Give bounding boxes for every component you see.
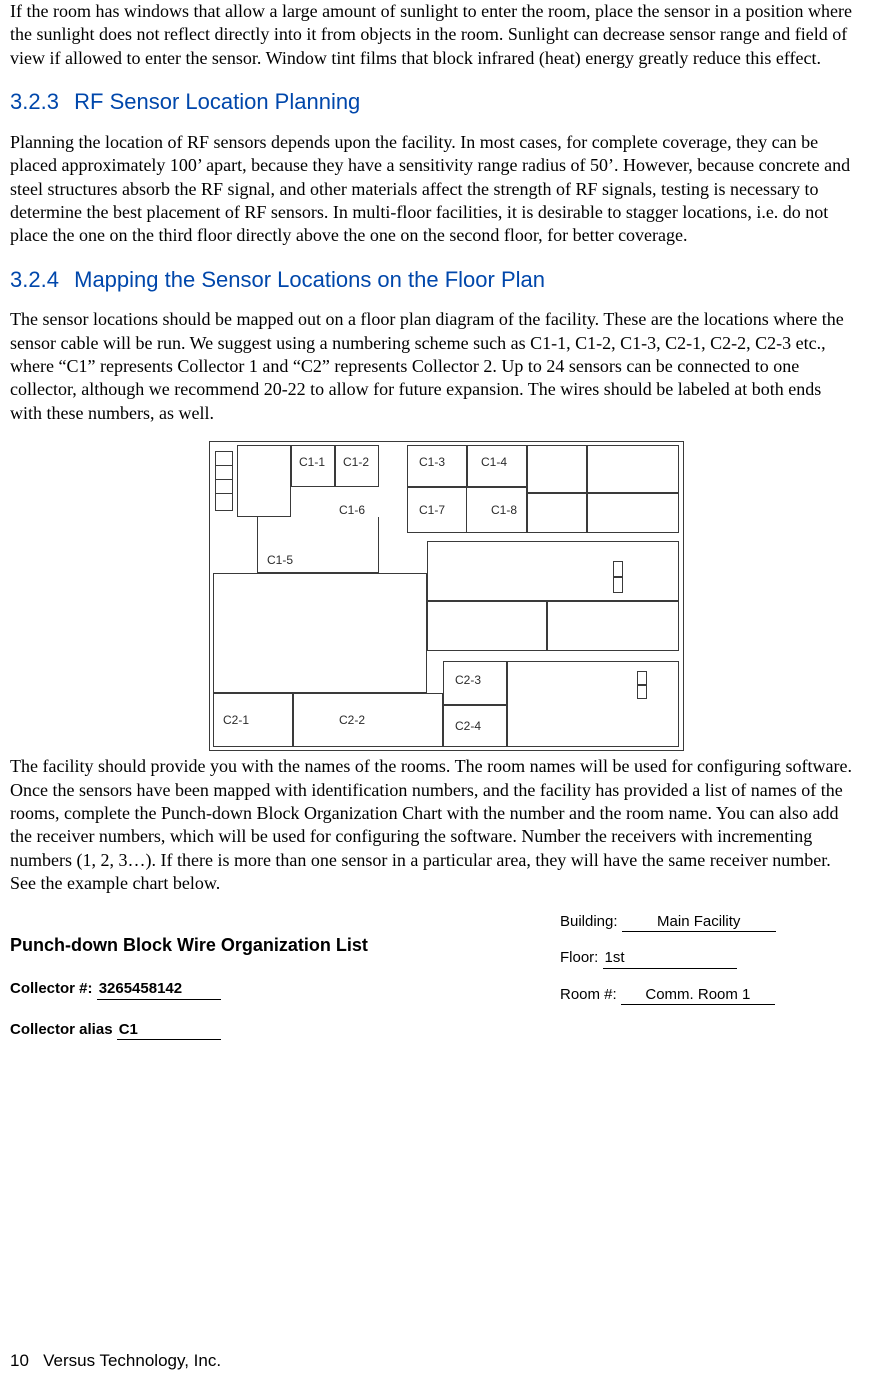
section-body-323: Planning the location of RF sensors depe… (10, 131, 855, 248)
fp-label-c2-3: C2-3 (455, 673, 481, 689)
fp-label-c1-7: C1-7 (419, 503, 445, 519)
floor-line: Floor: 1st (560, 948, 776, 969)
section-heading-324: 3.2.4 Mapping the Sensor Locations on th… (10, 266, 855, 295)
room-line: Room #: Comm. Room 1 (560, 985, 776, 1006)
collector-alias-value: C1 (117, 1020, 221, 1041)
fp-label-c1-4: C1-4 (481, 455, 507, 471)
collector-num-value: 3265458142 (97, 979, 221, 1000)
section-title-324: Mapping the Sensor Locations on the Floo… (74, 267, 545, 292)
collector-alias-label: Collector alias (10, 1021, 113, 1038)
building-value: Main Facility (622, 912, 776, 933)
section-body-324-bottom: The facility should provide you with the… (10, 755, 855, 895)
floor-label: Floor: (560, 949, 598, 966)
fp-label-c2-4: C2-4 (455, 719, 481, 735)
fp-label-c1-5: C1-5 (267, 553, 293, 569)
fp-label-c1-8: C1-8 (491, 503, 517, 519)
fp-label-c1-3: C1-3 (419, 455, 445, 471)
fp-label-c2-2: C2-2 (339, 713, 365, 729)
floorplan-diagram: C1-1 C1-2 C1-3 C1-4 C1-5 C1-6 C1-7 C1-8 … (209, 441, 684, 751)
collector-num-label: Collector #: (10, 980, 93, 997)
intro-paragraph: If the room has windows that allow a lar… (10, 0, 855, 70)
section-number-324: 3.2.4 (10, 266, 68, 295)
page-number: 10 (10, 1351, 29, 1370)
punchdown-title: Punch-down Block Wire Organization List (10, 934, 368, 957)
section-heading-323: 3.2.3 RF Sensor Location Planning (10, 88, 855, 117)
section-body-324-top: The sensor locations should be mapped ou… (10, 308, 855, 425)
page-footer: 10 Versus Technology, Inc. (10, 1350, 221, 1372)
fp-label-c1-2: C1-2 (343, 455, 369, 471)
fp-label-c2-1: C2-1 (223, 713, 249, 729)
floor-value: 1st (603, 948, 737, 969)
room-label: Room #: (560, 986, 617, 1003)
room-value: Comm. Room 1 (621, 985, 775, 1006)
section-number-323: 3.2.3 (10, 88, 68, 117)
punchdown-section: Punch-down Block Wire Organization List … (10, 912, 855, 1062)
fp-label-c1-1: C1-1 (299, 455, 325, 471)
fp-label-c1-6: C1-6 (339, 503, 365, 519)
collector-alias-line: Collector alias C1 (10, 1020, 368, 1041)
building-label: Building: (560, 913, 618, 930)
collector-number-line: Collector #: 3265458142 (10, 979, 368, 1000)
footer-company: Versus Technology, Inc. (43, 1351, 221, 1370)
section-title-323: RF Sensor Location Planning (74, 89, 360, 114)
building-line: Building: Main Facility (560, 912, 776, 933)
